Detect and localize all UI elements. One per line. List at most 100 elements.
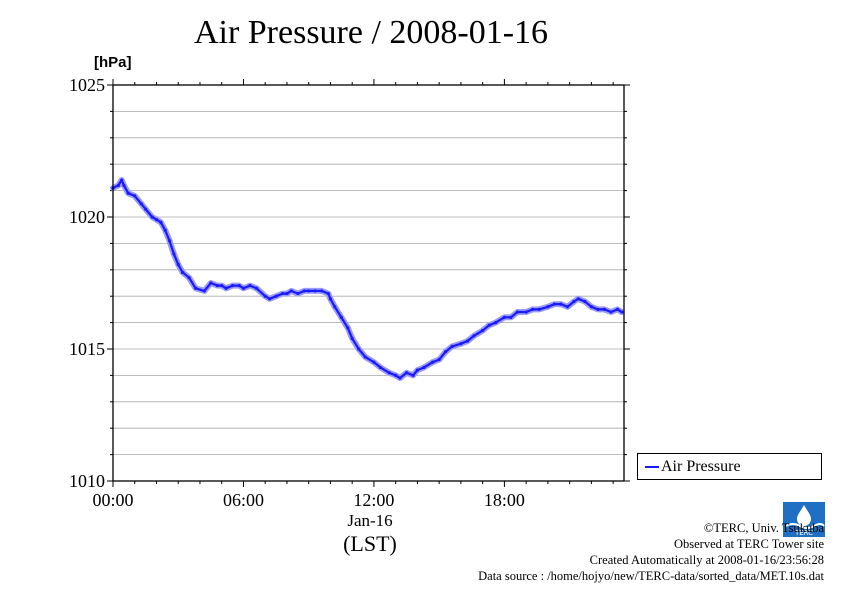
data-point	[274, 294, 278, 298]
data-point	[339, 315, 343, 319]
footer-copyright: ©TERC, Univ. Tsukuba	[703, 521, 824, 535]
data-point	[285, 291, 289, 296]
x-date-label: Jan-16	[347, 511, 393, 530]
data-point	[583, 299, 587, 304]
logo-text: TERC	[794, 529, 813, 537]
x-timezone-label: (LST)	[343, 531, 397, 556]
data-point	[187, 276, 191, 280]
chart-title: Air Pressure / 2008-01-16	[193, 14, 549, 51]
x-tick-label: 00:00	[92, 490, 133, 510]
data-point	[378, 365, 383, 370]
data-point	[531, 307, 535, 311]
data-point	[620, 310, 624, 314]
data-point	[450, 344, 454, 348]
data-point	[481, 328, 485, 333]
data-point	[346, 326, 350, 330]
data-point	[154, 218, 159, 222]
y-tick-label: 1025	[69, 75, 105, 95]
data-point	[565, 305, 570, 309]
data-point	[411, 373, 415, 377]
data-point	[133, 194, 137, 198]
y-tick-label: 1015	[69, 339, 105, 359]
data-point	[224, 286, 228, 290]
x-tick-label: 18:00	[484, 490, 525, 510]
data-point	[267, 297, 272, 301]
data-point	[281, 291, 285, 296]
data-point	[176, 262, 180, 267]
data-point	[126, 191, 130, 195]
data-point	[296, 291, 300, 296]
data-point	[320, 289, 324, 293]
data-point	[328, 297, 333, 301]
data-point	[589, 305, 593, 309]
data-point	[302, 289, 306, 293]
data-point	[357, 347, 361, 351]
data-point	[404, 371, 409, 375]
data-point	[150, 215, 154, 219]
data-point	[241, 286, 246, 290]
data-point	[422, 365, 426, 370]
data-point	[220, 284, 224, 288]
data-point	[307, 289, 311, 293]
axis-ticks: 1010 1015 1020 1025 00:00 06:00 12:00 18:00	[69, 75, 630, 510]
x-tick-label: 06:00	[223, 490, 264, 510]
terc-logo-icon: TERC	[783, 502, 825, 537]
data-point	[602, 307, 607, 311]
data-point	[509, 315, 513, 319]
data-point	[333, 305, 337, 309]
plot-frame	[112, 84, 625, 482]
data-point	[209, 281, 213, 285]
data-point	[263, 294, 267, 298]
data-point	[537, 307, 541, 311]
data-point	[326, 291, 330, 296]
data-point	[552, 302, 557, 306]
data-point	[494, 321, 498, 325]
data-point	[394, 373, 398, 377]
data-point	[163, 228, 167, 232]
footer: ©TERC, Univ. Tsukuba Observed at TERC To…	[478, 520, 824, 584]
data-point	[363, 355, 367, 359]
legend-swatch	[645, 466, 659, 468]
footer-source: Data source : /home/hojyo/new/TERC-data/…	[478, 569, 824, 583]
data-point	[167, 239, 172, 243]
data-point	[524, 310, 528, 314]
data-point	[350, 336, 354, 341]
data-point	[202, 289, 206, 293]
data-point	[139, 202, 143, 206]
data-point	[144, 207, 148, 211]
data-point	[515, 310, 520, 314]
data-point	[572, 299, 576, 304]
footer-created: Created Automatically at 2008-01-16/23:5…	[589, 553, 824, 567]
data-point	[215, 284, 219, 288]
data-point	[372, 360, 376, 364]
data-point	[180, 270, 185, 275]
data-point	[415, 368, 420, 372]
data-point	[431, 360, 435, 364]
data-point	[472, 334, 476, 338]
data-point	[459, 342, 463, 346]
data-point	[116, 183, 121, 187]
legend-label: Air Pressure	[661, 458, 741, 475]
data-point	[254, 286, 259, 290]
data-point	[122, 183, 126, 187]
data-point	[546, 305, 550, 309]
y-tick-label: 1020	[69, 207, 105, 227]
data-point	[289, 289, 293, 293]
data-point	[596, 307, 600, 311]
data-point	[576, 297, 580, 301]
y-unit-label: [hPa]	[94, 54, 132, 71]
data-point	[237, 284, 241, 288]
data-point	[387, 371, 391, 375]
data-point	[120, 178, 124, 182]
series-layer	[110, 177, 625, 381]
data-point	[248, 284, 252, 288]
data-point	[615, 307, 620, 311]
grid	[113, 111, 624, 456]
data-point	[313, 289, 317, 293]
data-point	[437, 357, 441, 362]
data-point	[444, 350, 448, 354]
data-point	[230, 284, 235, 288]
y-tick-label: 1010	[69, 471, 105, 491]
x-tick-label: 12:00	[353, 490, 394, 510]
data-point	[194, 286, 198, 290]
